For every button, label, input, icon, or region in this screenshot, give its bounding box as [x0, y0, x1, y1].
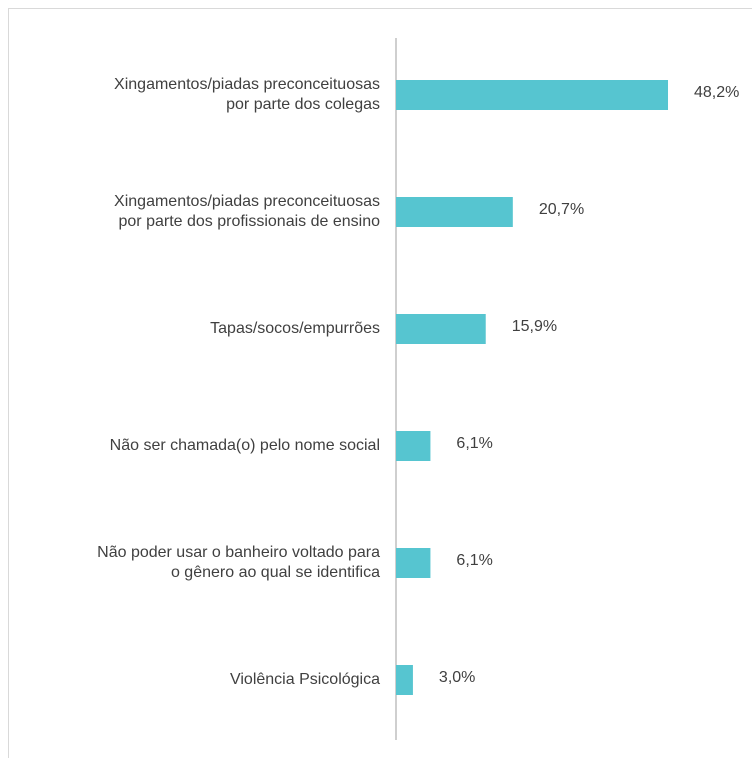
bar [396, 197, 513, 227]
category-label: por parte dos colegas [226, 96, 380, 113]
category-label: Não poder usar o banheiro voltado para [97, 544, 380, 561]
category-label: o gênero ao qual se identifica [171, 564, 380, 581]
value-label: 6,1% [456, 435, 492, 452]
frame [8, 8, 752, 758]
category-label: Tapas/socos/empurrões [210, 320, 380, 337]
category-label: Xingamentos/piadas preconceituosas [114, 76, 380, 93]
value-label: 15,9% [512, 318, 557, 335]
category-label: Violência Psicológica [230, 671, 380, 688]
bar [396, 431, 431, 461]
category-label: por parte dos profissionais de ensino [119, 213, 381, 230]
category-label: Não ser chamada(o) pelo nome social [110, 437, 380, 454]
bar [396, 548, 431, 578]
value-label: 20,7% [539, 201, 584, 218]
value-label: 6,1% [456, 552, 492, 569]
bar [396, 665, 413, 695]
category-label: Xingamentos/piadas preconceituosas [114, 193, 380, 210]
bar [396, 314, 486, 344]
value-label: 3,0% [439, 669, 475, 686]
bar [396, 80, 669, 110]
value-label: 48,2% [694, 84, 739, 101]
